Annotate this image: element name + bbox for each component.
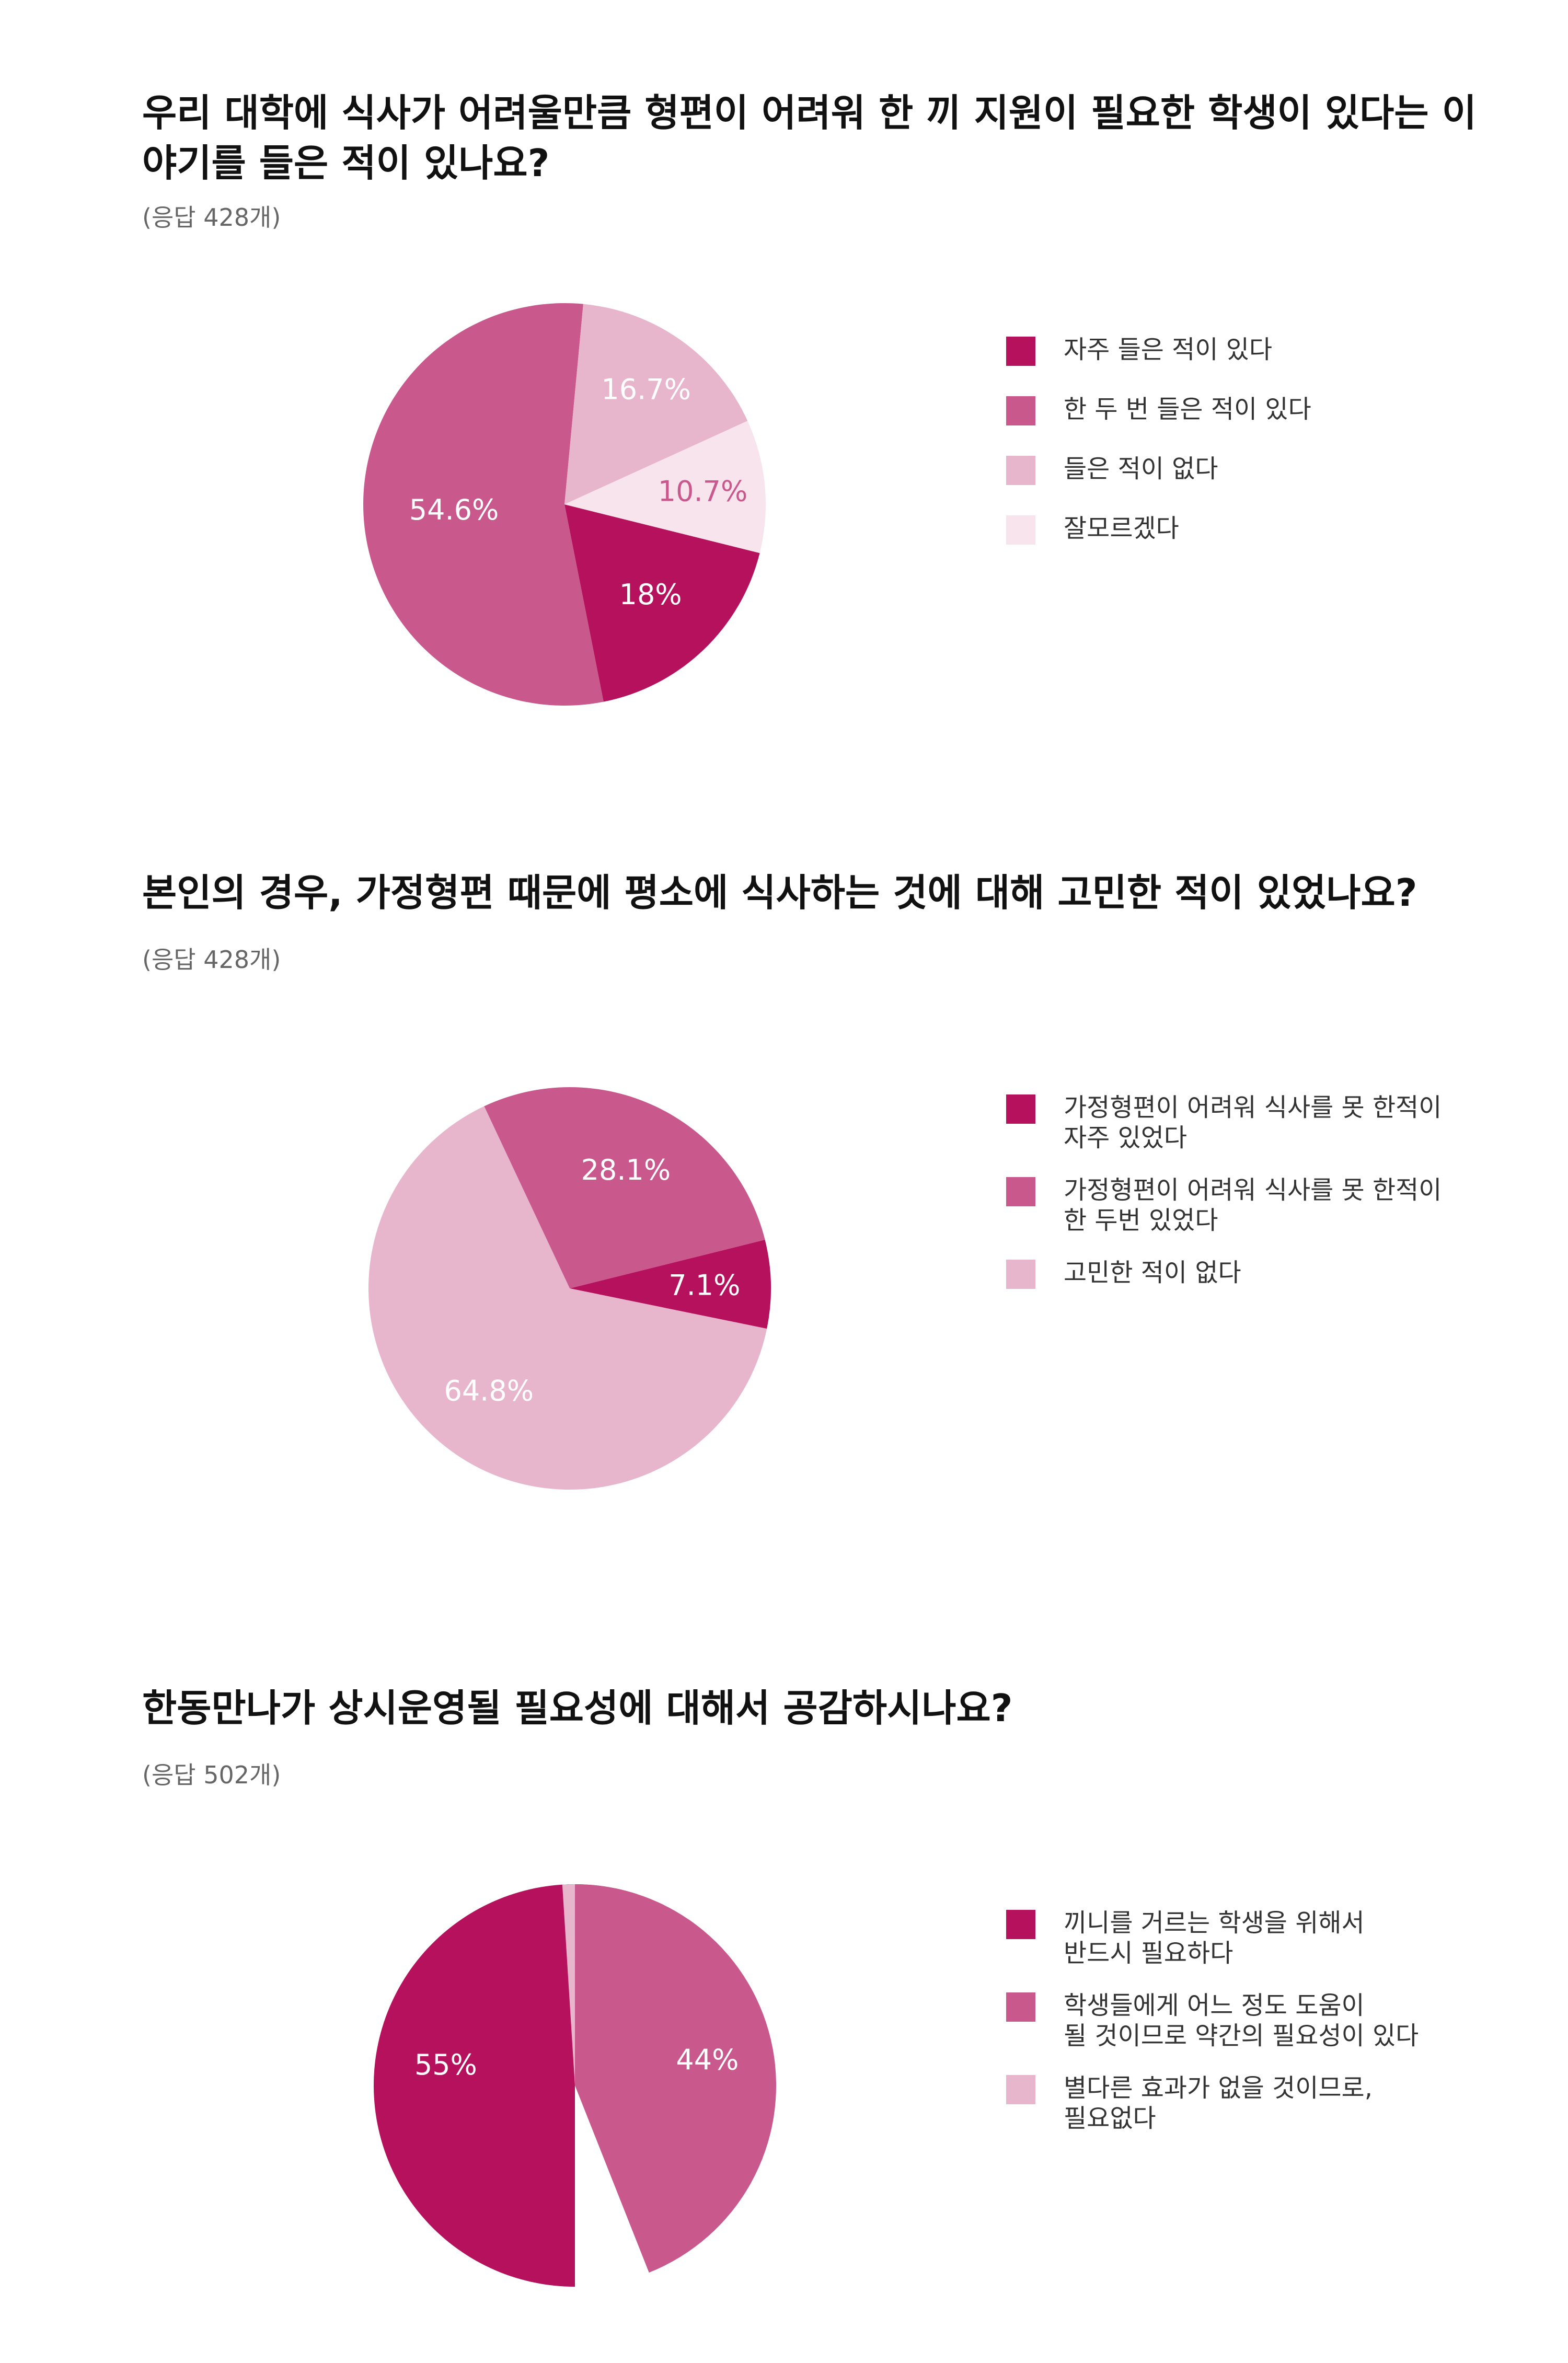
pie-slice — [562, 1884, 575, 2085]
legend-swatch — [1006, 515, 1035, 545]
data-label: 44% — [676, 2044, 739, 2077]
legend-swatch — [1006, 2075, 1035, 2104]
legend-label: 별다른 효과가 없을 것이므로, 필요없다 — [1064, 2073, 1373, 2133]
legend-swatch — [1006, 337, 1035, 366]
legend-label: 가정형편이 어려워 식사를 못 한적이 자주 있었다 — [1064, 1093, 1442, 1152]
chart-title: 본인의 경우, 가정형편 때문에 평소에 식사하는 것에 대해 고민한 적이 있… — [142, 871, 1417, 915]
legend-swatch — [1006, 1260, 1035, 1289]
legend-swatch — [1006, 396, 1035, 425]
data-label: 10.7% — [658, 475, 748, 508]
legend-label: 끼니를 거르는 학생을 위해서 반드시 필요하다 — [1064, 1908, 1365, 1968]
legend-item: 별다른 효과가 없을 것이므로, 필요없다 — [1006, 2073, 1503, 2134]
legend-item: 잘모르겠다 — [1006, 513, 1503, 545]
response-count: (응답 428개) — [142, 946, 281, 974]
data-label: 28.1% — [581, 1154, 671, 1186]
legend-swatch — [1006, 1992, 1035, 2022]
legend-swatch — [1006, 1177, 1035, 1206]
pie-slice — [575, 1884, 776, 2273]
data-label: 64.8% — [444, 1375, 534, 1408]
pie-slice — [570, 1239, 771, 1329]
data-label: 18% — [619, 578, 682, 611]
pie-slice — [564, 504, 760, 702]
pie-slice — [368, 1106, 767, 1490]
legend-item: 자주 들은 적이 있다 — [1006, 335, 1503, 366]
legend-item: 한 두 번 들은 적이 있다 — [1006, 394, 1503, 425]
chart-title: 우리 대학에 식사가 어려울만큼 형편이 어려워 한 끼 지원이 필요한 학생이… — [142, 91, 1477, 185]
response-count: (응답 428개) — [142, 203, 281, 232]
legend-item: 가정형편이 어려워 식사를 못 한적이 한 두번 있었다 — [1006, 1175, 1503, 1236]
legend-label: 한 두 번 들은 적이 있다 — [1064, 395, 1311, 424]
legend-swatch — [1006, 1910, 1035, 1939]
pie-slice — [564, 421, 766, 554]
legend-swatch — [1006, 456, 1035, 485]
response-count: (응답 502개) — [142, 1761, 281, 1789]
legend-item: 고민한 적이 없다 — [1006, 1258, 1503, 1289]
data-label: 54.6% — [409, 493, 499, 526]
legend-item: 들은 적이 없다 — [1006, 454, 1503, 485]
legend-label: 들은 적이 없다 — [1064, 454, 1218, 483]
legend-item: 학생들에게 어느 정도 도움이 될 것이므로 약간의 필요성이 있다 — [1006, 1990, 1503, 2051]
pie-chart: 7.1% 28.1% 64.8% — [368, 1087, 771, 1490]
legend-label: 고민한 적이 없다 — [1064, 1258, 1241, 1287]
pie-slice — [363, 303, 604, 706]
data-label: 55% — [414, 2048, 477, 2081]
data-label: 7.1% — [668, 1269, 740, 1302]
legend-label: 자주 들은 적이 있다 — [1064, 335, 1273, 364]
chart-title: 한동만나가 상시운영될 필요성에 대해서 공감하시나요? — [142, 1686, 1013, 1730]
legend-label: 가정형편이 어려워 식사를 못 한적이 한 두번 있었다 — [1064, 1175, 1442, 1235]
legend-label: 학생들에게 어느 정도 도움이 될 것이므로 약간의 필요성이 있다 — [1064, 1991, 1419, 2050]
pie-slice — [484, 1087, 765, 1288]
legend-label: 잘모르겠다 — [1064, 514, 1179, 543]
data-label: 16.7% — [601, 373, 691, 406]
legend-swatch — [1006, 1094, 1035, 1124]
legend-item: 끼니를 거르는 학생을 위해서 반드시 필요하다 — [1006, 1908, 1503, 1968]
pie-chart: 18% 54.6% 16.7% 10.7% — [363, 303, 766, 706]
pie-slice — [564, 304, 748, 504]
legend-item: 가정형편이 어려워 식사를 못 한적이 자주 있었다 — [1006, 1092, 1503, 1153]
